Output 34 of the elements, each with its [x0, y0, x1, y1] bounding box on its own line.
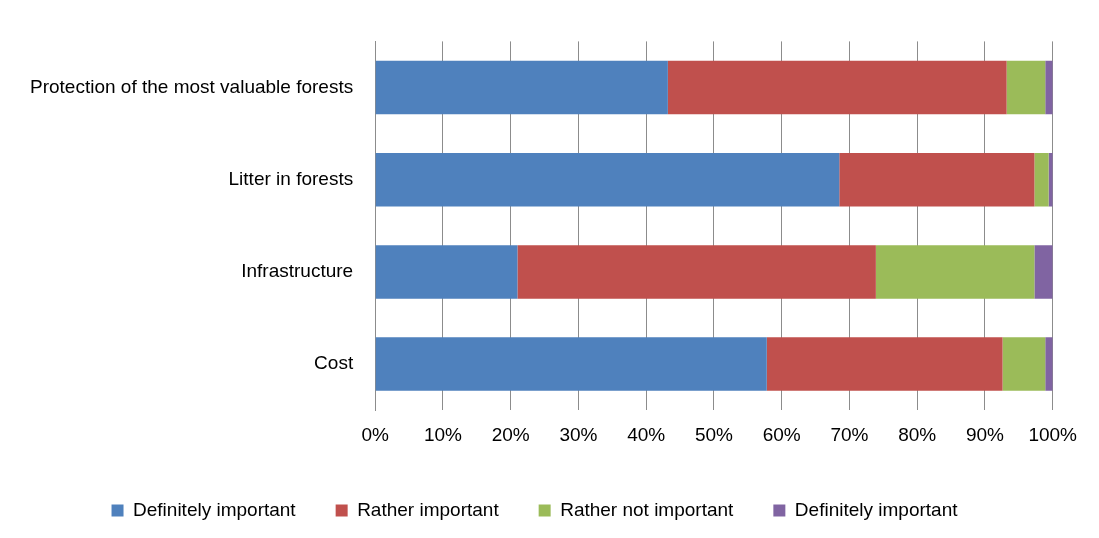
bar — [375, 337, 767, 391]
legend-label: Rather important — [357, 498, 500, 520]
x-tick-label: 40% — [627, 423, 666, 445]
bar — [375, 60, 668, 115]
y-tick-label: Infrastructure — [241, 260, 354, 282]
y-tick-label: Protection of the most valuable forests — [30, 75, 354, 97]
bar — [839, 152, 1035, 207]
bar — [1002, 337, 1046, 391]
bar — [1045, 60, 1053, 115]
x-tick-label: 20% — [491, 423, 530, 445]
bar — [766, 337, 1003, 391]
bar — [517, 245, 876, 299]
bar — [1034, 245, 1053, 299]
bar — [375, 152, 840, 207]
bar — [375, 245, 518, 299]
x-tick-label: 60% — [762, 423, 801, 445]
y-tick-label: Litter in forests — [228, 167, 354, 189]
bar — [1034, 152, 1049, 207]
y-tick-label: Cost — [314, 352, 354, 374]
x-tick-label: 50% — [694, 423, 734, 445]
x-tick-label: 0% — [361, 423, 389, 445]
bar — [875, 245, 1035, 299]
legend-label: Definitely important — [133, 498, 297, 520]
legend-label: Definitely important — [794, 498, 959, 520]
bar — [1045, 337, 1053, 391]
x-tick-label: 80% — [898, 423, 937, 445]
x-tick-label: 30% — [559, 423, 598, 445]
legend-label: Rather not important — [560, 498, 735, 520]
x-tick-label: 70% — [830, 423, 869, 445]
x-tick-label: 100% — [1028, 423, 1078, 445]
bar — [1006, 60, 1046, 115]
x-tick-label: 10% — [423, 423, 463, 445]
bar — [667, 60, 1007, 115]
x-tick-label: 90% — [965, 423, 1005, 445]
